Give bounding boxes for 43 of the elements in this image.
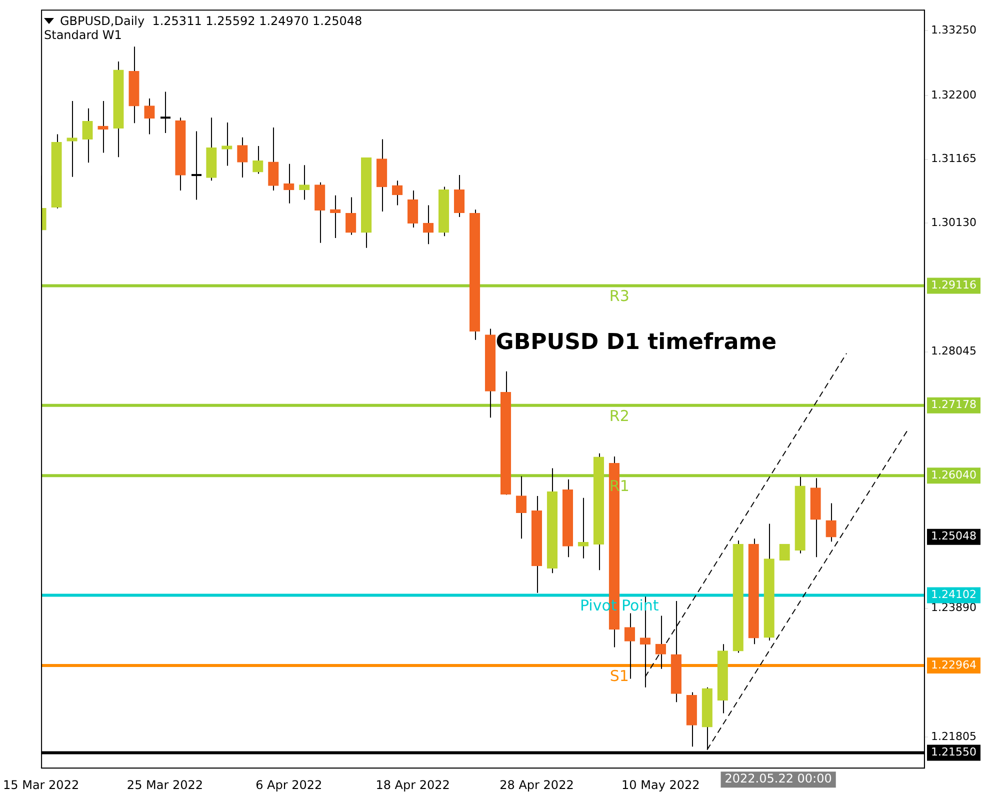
y-tick-label: 1.30130 [931,216,976,230]
x-tick-label: 10 May 2022 [622,778,700,792]
y-tick-label: 1.32200 [931,88,976,102]
text: Standard W1 [44,28,123,42]
y-tick-label: 1.21805 [931,730,976,743]
y-tick-label: 1.28045 [931,344,976,358]
candlestick [578,497,589,559]
chart-title: GBPUSD,Daily 1.25311 1.25592 1.24970 1.25048 [60,14,362,28]
candlestick [190,130,202,200]
text: 1.25048 [931,530,976,543]
candlestick [66,100,78,178]
text: 1.24102 [931,588,976,602]
candlestick [160,91,172,134]
annotation: GBPUSD D1 timeframe [496,330,777,355]
ref-line-label: R2 [609,406,630,425]
x-tick-label: 15 Mar 2022 [3,778,80,792]
candlestick [422,204,434,245]
candlestick [454,174,465,218]
x-tick-label: 18 Apr 2022 [376,778,450,792]
text: 1.27178 [931,398,976,412]
candlestick [655,615,666,670]
text: 1.21550 [931,746,976,759]
text: 2022.05.22 00:00 [724,772,832,786]
candlestick [299,164,310,200]
candlestick [314,182,326,244]
ref-line-label: S1 [610,666,629,685]
candlestick [268,127,279,191]
x-tick-label: 25 Mar 2022 [126,778,203,792]
text: 1.26040 [931,468,976,482]
ref-line-label: R3 [609,287,630,306]
candlestick [222,122,232,166]
y-tick-label: 1.31165 [931,152,976,166]
text: 1.22964 [931,658,976,672]
candlestick [82,108,93,164]
y-tick-label: 1.33250 [931,23,976,36]
candlestick [407,190,418,228]
y-tick-label: 1.23890 [931,601,976,614]
candlestick [346,196,356,236]
candlestick [98,100,108,154]
text: 1.29116 [931,278,976,292]
x-tick-label: 28 Apr 2022 [500,778,574,792]
x-tick-label: 6 Apr 2022 [256,778,322,792]
candlestick [284,163,294,204]
